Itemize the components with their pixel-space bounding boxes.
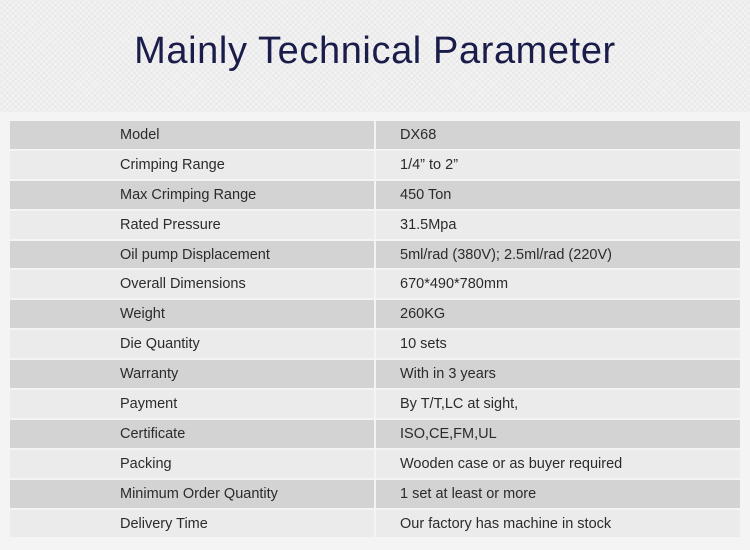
spec-value: Our factory has machine in stock <box>376 509 740 538</box>
column-divider <box>374 330 376 359</box>
table-row: Warranty With in 3 years <box>10 360 740 389</box>
spec-value: 10 sets <box>376 330 740 359</box>
spec-label: Delivery Time <box>10 509 374 538</box>
spec-label: Weight <box>10 300 374 329</box>
spec-label: Overall Dimensions <box>10 270 374 299</box>
table-row: Model DX68 <box>10 121 740 149</box>
table-row: Certificate ISO,CE,FM,UL <box>10 419 740 448</box>
spec-label: Rated Pressure <box>10 210 374 239</box>
spec-label: Certificate <box>10 419 374 448</box>
spec-value: 1/4” to 2” <box>376 150 740 179</box>
spec-value: DX68 <box>376 121 740 149</box>
spec-value: 670*490*780mm <box>376 270 740 299</box>
spec-value: By T/T,LC at sight, <box>376 390 740 418</box>
spec-label: Max Crimping Range <box>10 180 374 209</box>
table-row: Delivery Time Our factory has machine in… <box>10 509 740 538</box>
table-row: Rated Pressure 31.5Mpa <box>10 210 740 239</box>
spec-value: 260KG <box>376 300 740 329</box>
spec-value: 31.5Mpa <box>376 210 740 239</box>
spec-value: 1 set at least or more <box>376 479 740 508</box>
column-divider <box>374 180 376 209</box>
spec-table: Model DX68 Crimping Range 1/4” to 2” Max… <box>10 119 740 539</box>
column-divider <box>374 270 376 299</box>
spec-label: Payment <box>10 390 374 418</box>
spec-label: Minimum Order Quantity <box>10 479 374 508</box>
spec-value: With in 3 years <box>376 360 740 389</box>
table-row: Crimping Range 1/4” to 2” <box>10 150 740 179</box>
column-divider <box>374 210 376 239</box>
table-row: Weight 260KG <box>10 300 740 329</box>
spec-value: Wooden case or as buyer required <box>376 449 740 478</box>
spec-table-container: Model DX68 Crimping Range 1/4” to 2” Max… <box>0 112 750 550</box>
column-divider <box>374 479 376 508</box>
table-row: Oil pump Displacement 5ml/rad (380V); 2.… <box>10 240 740 269</box>
table-row: Max Crimping Range 450 Ton <box>10 180 740 209</box>
spec-label: Model <box>10 121 374 149</box>
page-title: Mainly Technical Parameter <box>134 29 616 72</box>
table-row: Overall Dimensions 670*490*780mm <box>10 270 740 299</box>
column-divider <box>374 150 376 179</box>
spec-table-body: Model DX68 Crimping Range 1/4” to 2” Max… <box>10 121 740 538</box>
spec-label: Crimping Range <box>10 150 374 179</box>
column-divider <box>374 240 376 269</box>
column-divider <box>374 390 376 418</box>
column-divider <box>374 300 376 329</box>
spec-label: Packing <box>10 449 374 478</box>
table-row: Die Quantity 10 sets <box>10 330 740 359</box>
header-banner: Mainly Technical Parameter <box>0 0 750 112</box>
column-divider <box>374 449 376 478</box>
spec-label: Warranty <box>10 360 374 389</box>
spec-value: ISO,CE,FM,UL <box>376 419 740 448</box>
table-row: Payment By T/T,LC at sight, <box>10 390 740 418</box>
column-divider <box>374 360 376 389</box>
spec-label: Die Quantity <box>10 330 374 359</box>
table-row: Packing Wooden case or as buyer required <box>10 449 740 478</box>
column-divider <box>374 121 376 149</box>
table-row: Minimum Order Quantity 1 set at least or… <box>10 479 740 508</box>
spec-value: 5ml/rad (380V); 2.5ml/rad (220V) <box>376 240 740 269</box>
spec-label: Oil pump Displacement <box>10 240 374 269</box>
spec-value: 450 Ton <box>376 180 740 209</box>
column-divider <box>374 419 376 448</box>
column-divider <box>374 509 376 538</box>
